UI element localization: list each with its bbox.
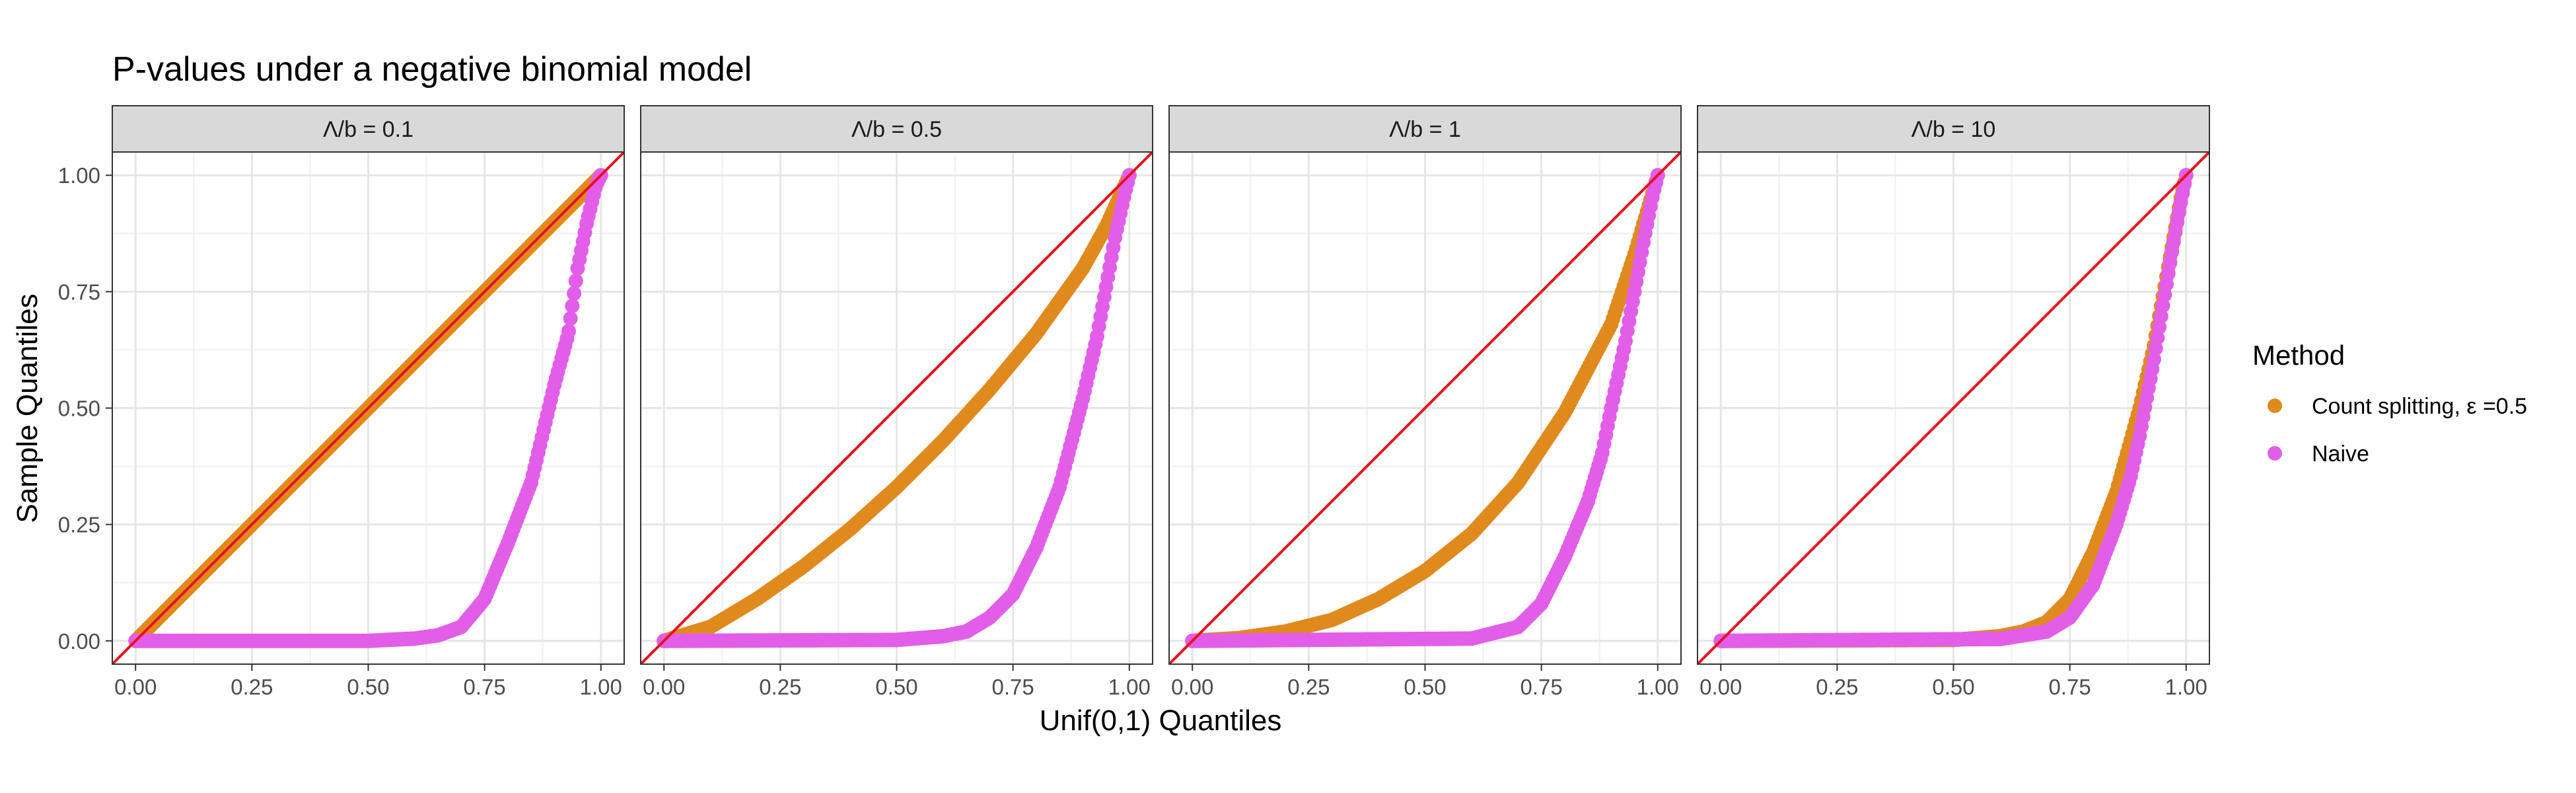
legend-key <box>2268 446 2282 461</box>
series-points <box>1185 168 1665 648</box>
y-tick-label: 0.00 <box>58 629 100 654</box>
data-point <box>2155 298 2170 313</box>
data-point <box>2147 352 2161 367</box>
data-point <box>2163 255 2178 270</box>
x-tick-label: 0.00 <box>643 675 685 699</box>
series-points <box>657 168 1137 648</box>
data-layer <box>1185 168 1665 648</box>
data-point <box>2161 266 2176 281</box>
facet-strip <box>112 105 625 153</box>
data-point <box>2148 341 2163 356</box>
legend-entry: Count splitting, ε =0.5 <box>2268 394 2527 419</box>
x-tick-label: 0.50 <box>347 675 389 699</box>
x-tick-label: 0.25 <box>759 675 801 699</box>
data-point <box>561 324 576 338</box>
data-layer <box>1713 168 2194 648</box>
y-tick-label: 0.50 <box>58 397 100 421</box>
facet-strip <box>1168 105 1682 153</box>
x-tick-label: 0.00 <box>1171 675 1213 699</box>
x-tick-label: 0.75 <box>464 675 506 699</box>
y-tick-label: 0.25 <box>58 513 100 537</box>
data-layer <box>657 168 1137 648</box>
x-tick-label: 0.00 <box>1699 675 1742 699</box>
facet-strip <box>1697 105 2210 153</box>
y-tick-label: 0.75 <box>58 280 100 304</box>
y-axis-title: Sample Quantiles <box>11 293 44 523</box>
facet-panel: Λ/b = 10 0.00 0.25 0.50 0.75 1.00 <box>1697 105 2210 699</box>
data-point <box>2152 320 2167 334</box>
reference-line <box>641 152 1153 664</box>
facet-label: Λ/b = 0.5 <box>851 117 942 142</box>
x-tick-label: 0.75 <box>992 675 1034 699</box>
reference-line <box>1169 152 1681 664</box>
data-point <box>2157 287 2172 303</box>
series-points <box>128 168 608 648</box>
legend-label: Count splitting, ε =0.5 <box>2312 394 2527 419</box>
legend-entry: Naive <box>2268 441 2369 467</box>
facet-strip <box>640 105 1153 153</box>
reference-line <box>1698 152 2209 664</box>
legend: Method Count splitting, ε =0.5 Naive <box>2252 340 2527 467</box>
x-tick-label: 0.25 <box>1287 675 1330 699</box>
facet-panel: Λ/b = 1 0.00 0.25 0.50 0.75 1.00 <box>1168 105 1682 699</box>
x-tick-label: 0.00 <box>114 675 157 699</box>
x-tick-label: 0.25 <box>231 675 273 699</box>
x-tick-label: 1.00 <box>1637 675 1679 699</box>
facet-panel: Λ/b = 0.5 0.00 0.25 0.50 0.75 1.00 <box>640 105 1153 699</box>
facet-label: Λ/b = 1 <box>1389 117 1461 142</box>
x-tick-label: 1.00 <box>2165 675 2207 699</box>
reference-line <box>112 152 624 664</box>
grid <box>1169 152 1681 664</box>
legend-label: Naive <box>2312 441 2369 467</box>
x-tick-label: 0.50 <box>1932 675 1974 699</box>
x-axis-title: Unif(0,1) Quantiles <box>1040 704 1282 737</box>
x-tick-label: 1.00 <box>580 675 622 699</box>
x-tick-label: 1.00 <box>1108 675 1151 699</box>
x-tick-label: 0.50 <box>1404 675 1446 699</box>
y-tick-label: 1.00 <box>58 163 100 188</box>
x-tick-label: 0.50 <box>875 675 917 699</box>
legend-title: Method <box>2252 340 2345 371</box>
chart-title: P-values under a negative binomial model <box>112 50 752 89</box>
data-point <box>563 311 578 326</box>
data-point <box>568 274 583 289</box>
data-point <box>2153 309 2168 324</box>
data-point <box>565 299 580 313</box>
data-point <box>567 286 582 301</box>
facet-panel: Λ/b = 0.1 0.00 0.25 0.50 0.75 1.00 0.00 0.25 0.5… <box>58 105 625 699</box>
legend-key <box>2268 398 2282 413</box>
facet-panels: Λ/b = 0.1 0.00 0.25 0.50 0.75 1.00 0.00 0.25 0.5… <box>58 105 2210 699</box>
grid <box>1698 152 2209 664</box>
x-tick-label: 0.75 <box>2049 675 2091 699</box>
facet-label: Λ/b = 10 <box>1912 117 1996 142</box>
data-point <box>2159 277 2174 291</box>
x-tick-label: 0.25 <box>1816 675 1858 699</box>
facet-label: Λ/b = 0.1 <box>323 117 413 142</box>
series-points <box>1713 168 2194 648</box>
data-point <box>2150 330 2165 346</box>
x-tick-label: 0.75 <box>1521 675 1563 699</box>
